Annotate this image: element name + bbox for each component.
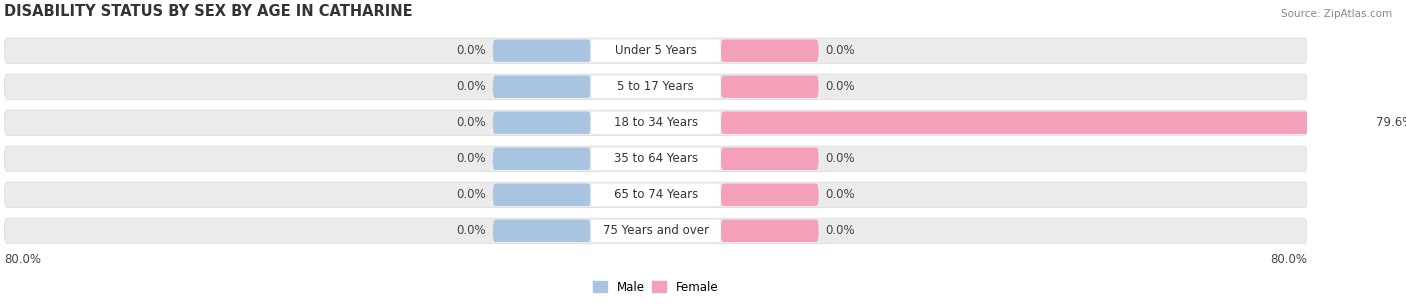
FancyBboxPatch shape	[494, 220, 591, 242]
Text: 18 to 34 Years: 18 to 34 Years	[613, 116, 697, 129]
FancyBboxPatch shape	[591, 112, 721, 134]
Text: 80.0%: 80.0%	[4, 253, 41, 266]
Text: 79.6%: 79.6%	[1375, 116, 1406, 129]
Text: 0.0%: 0.0%	[825, 44, 855, 57]
Text: 5 to 17 Years: 5 to 17 Years	[617, 80, 695, 93]
FancyBboxPatch shape	[4, 218, 1308, 244]
Legend: Male, Female: Male, Female	[589, 276, 723, 298]
FancyBboxPatch shape	[721, 148, 818, 170]
FancyBboxPatch shape	[721, 220, 818, 242]
Text: 75 Years and over: 75 Years and over	[603, 224, 709, 237]
Text: 0.0%: 0.0%	[825, 188, 855, 201]
FancyBboxPatch shape	[494, 148, 591, 170]
Text: 0.0%: 0.0%	[825, 224, 855, 237]
Text: 0.0%: 0.0%	[825, 152, 855, 165]
FancyBboxPatch shape	[494, 112, 591, 134]
FancyBboxPatch shape	[721, 184, 818, 206]
Text: 0.0%: 0.0%	[457, 44, 486, 57]
Text: 0.0%: 0.0%	[457, 152, 486, 165]
FancyBboxPatch shape	[4, 74, 1308, 99]
FancyBboxPatch shape	[721, 112, 1369, 134]
FancyBboxPatch shape	[591, 184, 721, 206]
FancyBboxPatch shape	[591, 76, 721, 98]
Text: 0.0%: 0.0%	[457, 188, 486, 201]
Text: 0.0%: 0.0%	[457, 224, 486, 237]
FancyBboxPatch shape	[4, 110, 1308, 135]
Text: 80.0%: 80.0%	[1270, 253, 1308, 266]
Text: 65 to 74 Years: 65 to 74 Years	[613, 188, 697, 201]
Text: DISABILITY STATUS BY SEX BY AGE IN CATHARINE: DISABILITY STATUS BY SEX BY AGE IN CATHA…	[4, 4, 413, 19]
FancyBboxPatch shape	[494, 184, 591, 206]
Text: 0.0%: 0.0%	[825, 80, 855, 93]
Text: 0.0%: 0.0%	[457, 80, 486, 93]
FancyBboxPatch shape	[721, 40, 818, 62]
FancyBboxPatch shape	[4, 146, 1308, 171]
FancyBboxPatch shape	[721, 76, 818, 98]
Text: Under 5 Years: Under 5 Years	[614, 44, 696, 57]
FancyBboxPatch shape	[494, 40, 591, 62]
FancyBboxPatch shape	[4, 182, 1308, 207]
FancyBboxPatch shape	[4, 38, 1308, 63]
FancyBboxPatch shape	[494, 76, 591, 98]
FancyBboxPatch shape	[591, 148, 721, 170]
FancyBboxPatch shape	[591, 220, 721, 242]
Text: Source: ZipAtlas.com: Source: ZipAtlas.com	[1281, 9, 1392, 19]
Text: 35 to 64 Years: 35 to 64 Years	[613, 152, 697, 165]
FancyBboxPatch shape	[591, 40, 721, 62]
Text: 0.0%: 0.0%	[457, 116, 486, 129]
